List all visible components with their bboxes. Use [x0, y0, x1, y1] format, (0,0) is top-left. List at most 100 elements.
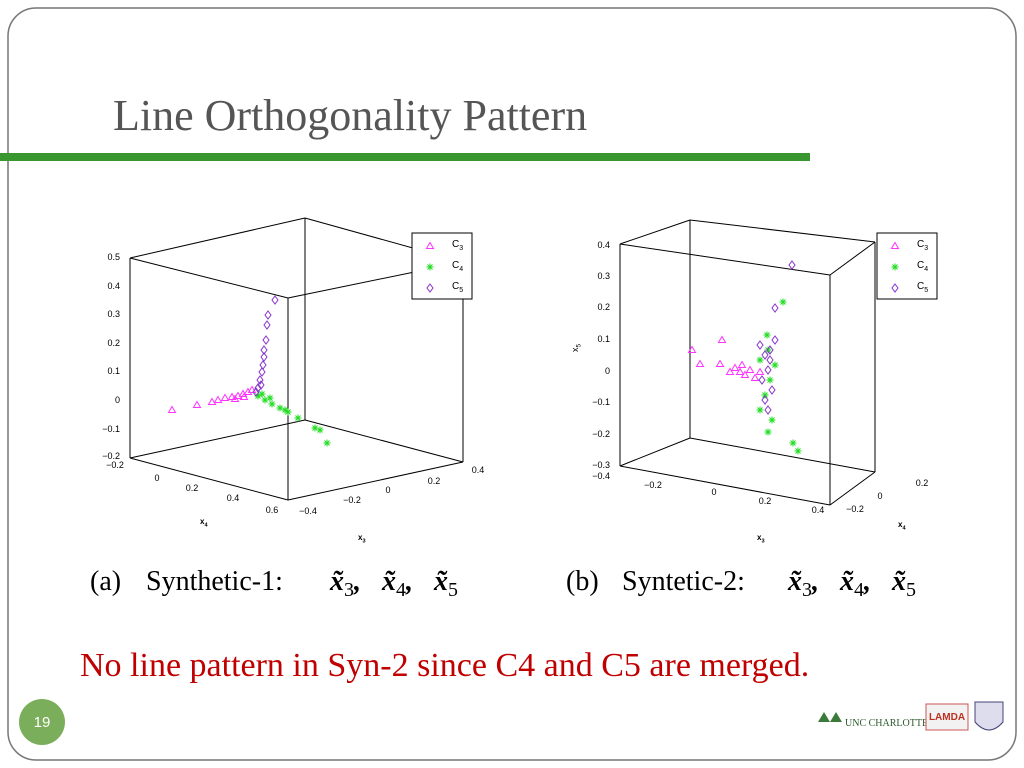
marker-star [323, 439, 331, 447]
marker-star [266, 394, 274, 402]
marker-triangle [755, 367, 765, 375]
x3-tick-label: −0.2 [343, 495, 361, 505]
x4-tick-label: −0.2 [846, 504, 864, 514]
marker-diamond [756, 340, 764, 350]
z-tick-label: 0 [115, 395, 120, 405]
marker-triangle [715, 359, 725, 367]
marker-diamond [259, 360, 267, 370]
marker-triangle [220, 393, 230, 401]
marker-diamond [252, 387, 260, 397]
math-sub: 4 [854, 579, 864, 601]
marker-triangle [687, 345, 697, 353]
marker-diamond [788, 260, 796, 270]
math-comma: , [353, 566, 361, 597]
x4-tick-label: 0 [154, 473, 159, 483]
z-tick-label: 0.5 [107, 252, 120, 262]
marker-diamond [758, 375, 766, 385]
math-sub: 3 [802, 579, 812, 601]
legend-label-sub: 3 [459, 245, 463, 252]
legend-label-sub: 5 [924, 287, 928, 294]
x3-tick-label: −0.2 [644, 480, 662, 490]
x3-tick-label: 0 [385, 485, 390, 495]
z-tick-label: −0.2 [592, 429, 610, 439]
marker-triangle [192, 400, 202, 408]
z-axis-label-symbol: x [570, 347, 580, 352]
marker-star [284, 408, 292, 416]
marker-star [763, 331, 771, 339]
caption-label: (b) [566, 566, 599, 597]
z-tick-label: −0.2 [102, 451, 120, 461]
marker-diamond [256, 375, 264, 385]
marker-diamond [766, 345, 774, 355]
x4-axis-label-sub: 4 [204, 522, 208, 528]
marker-star [276, 404, 284, 412]
z-tick-label: 0.3 [597, 271, 610, 281]
x4-tick-label: 0 [877, 491, 882, 501]
legend-label-symbol: C [917, 239, 924, 250]
math-symbol: x̃ [839, 566, 854, 597]
x3-tick-label: 0.4 [472, 465, 485, 475]
caption-math: x̃3, x̃4, x̃5 [787, 566, 916, 601]
math-comma: , [405, 566, 413, 597]
marker-diamond [426, 283, 434, 293]
z-tick-label: 0.1 [107, 366, 120, 376]
marker-triangle [239, 392, 249, 400]
z-tick-label: −0.1 [102, 424, 120, 434]
marker-diamond [766, 355, 774, 365]
legend-label-symbol: C [917, 281, 924, 292]
z-tick-label: 0 [605, 366, 610, 376]
marker-star [261, 396, 269, 404]
marker-triangle [207, 397, 217, 405]
marker-triangle [890, 241, 900, 249]
marker-star [756, 406, 764, 414]
legend-label-symbol: C [452, 260, 459, 271]
legend-box [876, 232, 938, 300]
x4-tick-label: −0.2 [106, 460, 124, 470]
marker-triangle [213, 395, 223, 403]
x4-axis-label-symbol: x [898, 520, 903, 529]
marker-star [316, 426, 324, 434]
marker-triangle [737, 360, 747, 368]
math-symbol: x̃ [381, 566, 396, 597]
marker-star [891, 263, 899, 271]
math-comma: , [863, 566, 871, 597]
logo-icon [818, 712, 842, 722]
marker-triangle [425, 241, 435, 249]
x3-tick-label: −0.4 [299, 506, 317, 516]
figure-b-frame [619, 219, 876, 506]
x4-axis-label: x4 [898, 520, 906, 531]
x4-tick-label: 0.2 [186, 483, 199, 493]
x4-tick-label: 0.6 [266, 505, 279, 515]
marker-triangle [750, 373, 760, 381]
marker-diamond [271, 295, 279, 305]
logo-crest [974, 701, 1004, 731]
z-tick-label: −0.4 [592, 471, 610, 481]
marker-diamond [771, 335, 779, 345]
math-sub: 5 [448, 579, 458, 601]
marker-triangle [745, 365, 755, 373]
marker-triangle [243, 387, 253, 395]
marker-diamond [254, 383, 262, 393]
x3-axis-label-sub: 3 [761, 538, 764, 544]
marker-triangle [735, 367, 745, 375]
x3-tick-label: 0.2 [759, 496, 772, 506]
marker-star [311, 424, 319, 432]
legend-label: C3 [917, 239, 928, 252]
math-sub: 3 [344, 579, 354, 601]
legend-label: C3 [452, 239, 463, 252]
math-symbol: x̃ [329, 566, 344, 597]
x4-axis-label: x4 [200, 517, 208, 528]
marker-diamond [764, 365, 772, 375]
logo-lamda: LAMDA [929, 712, 965, 723]
marker-triangle [740, 370, 750, 378]
marker-star [294, 414, 302, 422]
caption-label: (a) [90, 566, 121, 597]
math-symbol: x̃ [787, 566, 802, 597]
z-tick-label: 0.2 [597, 302, 610, 312]
z-tick-label: 0.4 [597, 240, 610, 250]
page-number: 19 [34, 714, 51, 731]
legend-label: C5 [452, 281, 463, 294]
marker-diamond [891, 283, 899, 293]
marker-triangle [725, 367, 735, 375]
caption-math: x̃3, x̃4, x̃5 [329, 566, 458, 601]
